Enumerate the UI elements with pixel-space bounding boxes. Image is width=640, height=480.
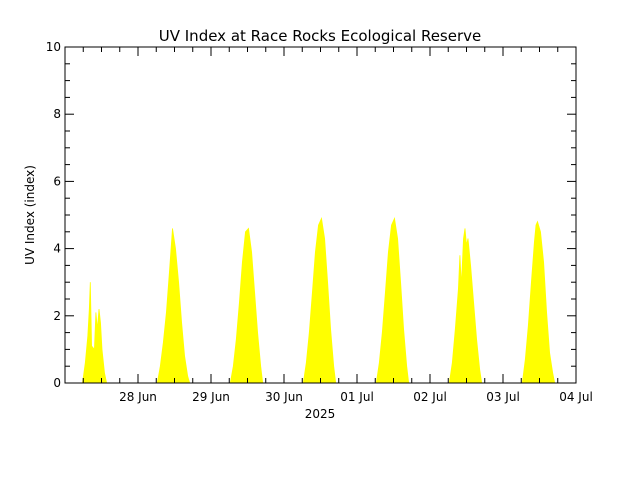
x-tick-label: 29 Jun — [192, 390, 230, 404]
y-axis: 0 2 4 6 8 10 — [46, 40, 576, 390]
x-tick-label: 28 Jun — [119, 390, 157, 404]
y-tick-label: 8 — [53, 107, 61, 121]
uv-area-day-5 — [375, 216, 410, 384]
plot-area: 0 2 4 6 8 10 28 Jun 29 Jun 30 Jun 01 Jul 02 Jul 03… — [46, 40, 593, 404]
y-tick-label: 6 — [53, 174, 61, 188]
uv-area-day-4 — [302, 216, 337, 384]
y-tick-label: 4 — [53, 242, 61, 256]
uv-area-day-2 — [156, 228, 191, 384]
x-tick-label: 01 Jul — [340, 390, 374, 404]
y-tick-label: 0 — [53, 376, 61, 390]
y-tick-label: 10 — [46, 40, 61, 54]
chart-title: UV Index at Race Rocks Ecological Reserv… — [159, 27, 482, 45]
x-axis-label: 2025 — [305, 407, 336, 421]
y-tick-label: 2 — [53, 309, 61, 323]
uv-area-day-3 — [229, 227, 264, 384]
y-axis-label: UV Index (index) — [23, 165, 37, 265]
x-tick-label: 04 Jul — [559, 390, 593, 404]
x-tick-label: 02 Jul — [413, 390, 447, 404]
uv-area-day-6 — [448, 228, 483, 384]
uv-area-day-7 — [521, 220, 556, 384]
series-layer — [82, 216, 556, 384]
uv-area-day-1 — [82, 282, 108, 384]
x-tick-label: 03 Jul — [486, 390, 520, 404]
x-axis: 28 Jun 29 Jun 30 Jun 01 Jul 02 Jul 03 Jul 04 J… — [64, 47, 593, 404]
x-tick-label: 30 Jun — [265, 390, 303, 404]
